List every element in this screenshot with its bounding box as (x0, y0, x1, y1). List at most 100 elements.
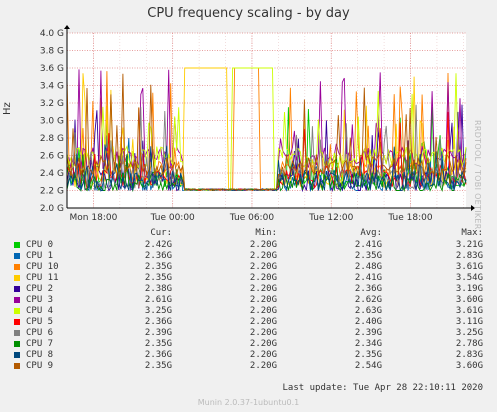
x-tick-label: Tue 00:00 (150, 213, 195, 223)
legend-series-name: CPU 6 (26, 328, 54, 338)
legend-max: 3.60G (455, 361, 483, 371)
legend-header-min: Min: (255, 228, 277, 238)
legend-avg: 2.62G (354, 295, 382, 305)
y-tick-label: 2.2 G (40, 187, 64, 197)
legend-avg: 2.48G (354, 262, 382, 272)
y-tick-label: 2.8 G (40, 134, 64, 144)
y-tick-label: 2.6 G (40, 152, 64, 162)
y-tick-label: 3.2 G (40, 99, 64, 109)
legend-avg: 2.35G (354, 350, 382, 360)
legend-swatch (14, 242, 20, 248)
y-tick-label: 3.6 G (40, 64, 64, 74)
legend-avg: 2.40G (354, 317, 382, 327)
legend-avg: 2.63G (354, 306, 382, 316)
legend-swatch (14, 363, 20, 369)
last-update: Last update: Tue Apr 28 22:10:11 2020 (282, 383, 483, 393)
legend-cur: 2.42G (144, 240, 172, 250)
legend-cur: 2.35G (144, 273, 172, 283)
legend-cur: 2.61G (144, 295, 172, 305)
legend-avg: 2.41G (354, 273, 382, 283)
legend-swatch (14, 330, 20, 336)
legend-header-avg: Avg: (360, 228, 382, 238)
legend-min: 2.20G (249, 284, 277, 294)
legend-row: CPU 1 2.36G 2.20G 2.35G 2.83G (0, 251, 497, 262)
legend-swatch (14, 297, 20, 303)
legend-row: CPU 4 3.25G 2.20G 2.63G 3.61G (0, 306, 497, 317)
legend-max: 3.60G (455, 295, 483, 305)
legend-row: CPU 9 2.35G 2.20G 2.54G 3.60G (0, 361, 497, 372)
legend-series-name: CPU 5 (26, 317, 54, 327)
series-line (66, 104, 467, 191)
y-tick-label: 4.0 G (40, 29, 64, 39)
cpu-frequency-chart: Mon 18:00 Tue 00:00 Tue 06:00 Tue 12:00 Tue … (40, 25, 475, 223)
legend-cur: 2.35G (144, 361, 172, 371)
legend-series-name: CPU 9 (26, 361, 54, 371)
legend-row: CPU 8 2.36G 2.20G 2.35G 2.83G (0, 350, 497, 361)
legend-max: 2.83G (455, 350, 483, 360)
legend-header: Cur: Min: Avg: Max: (0, 228, 497, 240)
legend-series-name: CPU 4 (26, 306, 54, 316)
y-tick-label: 3.4 G (40, 82, 64, 92)
legend-min: 2.20G (249, 306, 277, 316)
x-axis-arrow-icon (471, 205, 475, 211)
y-tick-label: 3.8 G (40, 47, 64, 57)
legend-min: 2.20G (249, 240, 277, 250)
legend-avg: 2.39G (354, 328, 382, 338)
legend-min: 2.20G (249, 328, 277, 338)
legend-avg: 2.54G (354, 361, 382, 371)
legend-row: CPU 3 2.61G 2.20G 2.62G 3.60G (0, 295, 497, 306)
y-tick-label: 2.4 G (40, 169, 64, 179)
series-line (66, 73, 467, 192)
legend-avg: 2.35G (354, 251, 382, 261)
legend-cur: 2.35G (144, 339, 172, 349)
legend-series-name: CPU 7 (26, 339, 54, 349)
legend-avg: 2.41G (354, 240, 382, 250)
legend-max: 3.61G (455, 306, 483, 316)
legend-max: 2.78G (455, 339, 483, 349)
legend-row: CPU 5 2.36G 2.20G 2.40G 3.11G (0, 317, 497, 328)
legend-row: CPU 6 2.39G 2.20G 2.39G 3.25G (0, 328, 497, 339)
legend-row: CPU 7 2.35G 2.20G 2.34G 2.78G (0, 339, 497, 350)
legend-cur: 2.38G (144, 284, 172, 294)
munin-version: Munin 2.0.37-1ubuntu0.1 (197, 398, 300, 407)
legend-max: 3.19G (455, 284, 483, 294)
legend-max: 3.54G (455, 273, 483, 283)
y-tick-label: 2.0 G (40, 204, 64, 214)
legend-series-name: CPU 8 (26, 350, 54, 360)
legend-max: 3.25G (455, 328, 483, 338)
chart-title: CPU frequency scaling - by day (147, 6, 350, 21)
x-tick-label: Tue 12:00 (308, 213, 353, 223)
legend-min: 2.20G (249, 361, 277, 371)
legend-cur: 2.35G (144, 262, 172, 272)
legend-cur: 2.36G (144, 251, 172, 261)
legend-min: 2.20G (249, 273, 277, 283)
legend-swatch (14, 308, 20, 314)
legend-min: 2.20G (249, 317, 277, 327)
legend-row: CPU 10 2.35G 2.20G 2.48G 3.61G (0, 262, 497, 273)
legend-min: 2.20G (249, 339, 277, 349)
legend-series-name: CPU 0 (26, 240, 54, 250)
legend-series-name: CPU 10 (26, 262, 59, 272)
legend-swatch (14, 275, 20, 281)
legend-swatch (14, 253, 20, 259)
legend-row: CPU 11 2.35G 2.20G 2.41G 3.54G (0, 273, 497, 284)
y-tick-label: 3.0 G (40, 117, 64, 127)
legend-swatch (14, 286, 20, 292)
x-tick-label: Mon 18:00 (70, 213, 118, 223)
legend-series-name: CPU 11 (26, 273, 59, 283)
legend-cur: 2.36G (144, 317, 172, 327)
legend-swatch (14, 319, 20, 325)
legend-min: 2.20G (249, 251, 277, 261)
legend-avg: 2.34G (354, 339, 382, 349)
legend-max: 2.83G (455, 251, 483, 261)
legend-series-name: CPU 2 (26, 284, 54, 294)
legend-cur: 3.25G (144, 306, 172, 316)
legend-swatch (14, 264, 20, 270)
legend-cur: 2.39G (144, 328, 172, 338)
legend-header-max: Max: (461, 228, 483, 238)
legend-cur: 2.36G (144, 350, 172, 360)
legend-series-name: CPU 3 (26, 295, 54, 305)
x-tick-label: Tue 06:00 (229, 213, 274, 223)
legend-max: 3.11G (455, 317, 483, 327)
